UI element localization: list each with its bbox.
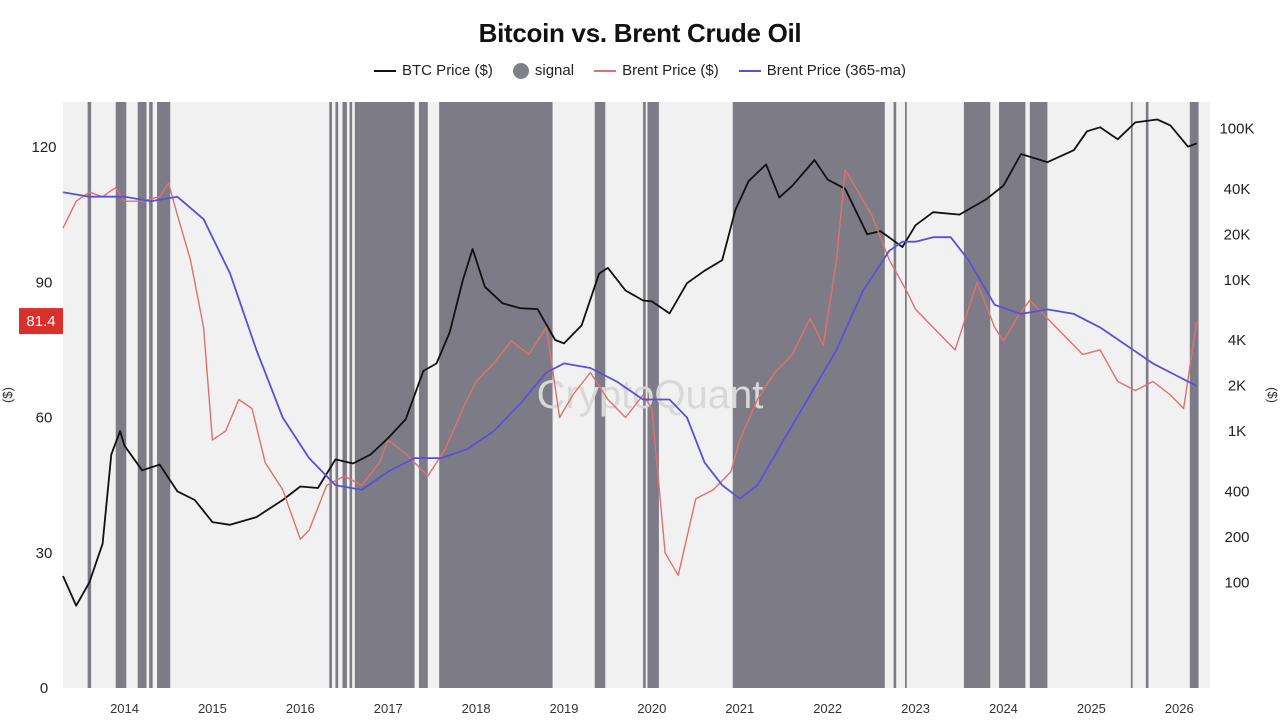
- series-layer: [62, 118, 1198, 607]
- left-tick-label-30: 30: [36, 545, 53, 562]
- signal-bar-4: [157, 102, 171, 688]
- x-tick-label-2018: 2018: [462, 701, 491, 716]
- signal-bar-11: [439, 102, 553, 688]
- right-axis-label: ($): [1265, 387, 1280, 403]
- signal-bar-22: [1145, 102, 1149, 688]
- legend-item-brent-ma[interactable]: Brent Price (365-ma): [738, 62, 906, 79]
- legend-swatch-brent: [594, 69, 617, 72]
- signal-bar-1: [115, 102, 127, 688]
- x-tick-label-2014: 2014: [110, 701, 139, 716]
- x-tick-label-2024: 2024: [989, 701, 1018, 716]
- chart-title: Bitcoin vs. Brent Crude Oil: [478, 18, 802, 48]
- right-axis: 100K 40K 20K 10K 4K 2K 1K 400 200 100: [1219, 121, 1254, 592]
- legend-label-brent-ma: Brent Price (365-ma): [766, 62, 906, 79]
- legend-item-btc[interactable]: BTC Price ($): [374, 62, 493, 79]
- signal-bar-15: [732, 102, 885, 688]
- left-tick-label-0: 0: [40, 680, 48, 697]
- signal-bar-3: [149, 102, 153, 688]
- current-value-badge-bg: [19, 308, 63, 335]
- right-tick-label-400: 400: [1224, 483, 1249, 500]
- x-tick-label-2021: 2021: [725, 701, 754, 716]
- left-tick-label-90: 90: [36, 274, 53, 291]
- right-tick-label-2K: 2K: [1228, 378, 1246, 395]
- x-tick-label-2017: 2017: [374, 701, 403, 716]
- signal-bar-16: [893, 102, 897, 688]
- signal-bar-17: [905, 102, 907, 688]
- signal-bar-12: [594, 102, 606, 688]
- right-tick-label-1K: 1K: [1228, 423, 1246, 440]
- x-tick-label-2020: 2020: [637, 701, 666, 716]
- signal-bar-23: [1189, 102, 1199, 688]
- current-value-badge-text: 81.4: [26, 313, 55, 330]
- signal-bar-19: [999, 102, 1026, 688]
- signal-bar-2: [137, 102, 147, 688]
- x-tick-label-2026: 2026: [1165, 701, 1194, 716]
- legend-label-signal: signal: [534, 62, 575, 79]
- legend-swatch-brent-ma: [738, 69, 761, 72]
- right-tick-label-40K: 40K: [1224, 181, 1251, 198]
- left-tick-label-120: 120: [31, 139, 56, 156]
- signal-bar-8: [349, 102, 353, 688]
- current-value-badge: 81.4: [19, 308, 63, 335]
- signal-bar-21: [1130, 102, 1133, 688]
- btc-price-line: [62, 118, 1198, 607]
- x-tick-label-2023: 2023: [901, 701, 930, 716]
- signal-bar-18: [963, 102, 991, 688]
- x-axis: 2014 2015 2016 2017 2018 2019 2020 2021 2022 2023…: [110, 701, 1194, 716]
- signal-bar-7: [342, 102, 347, 688]
- signal-layer: [87, 102, 1199, 688]
- legend-label-btc: BTC Price ($): [402, 62, 493, 79]
- brent-price-line: [62, 168, 1198, 576]
- signal-bar-6: [335, 102, 339, 688]
- left-axis-label: ($): [0, 387, 15, 403]
- right-tick-label-100K: 100K: [1219, 121, 1254, 138]
- legend-item-signal[interactable]: signal: [512, 62, 575, 79]
- signal-bar-13: [643, 102, 646, 688]
- signal-bar-14: [647, 102, 659, 688]
- right-tick-label-100: 100: [1224, 574, 1249, 591]
- legend-swatch-signal: [512, 62, 529, 79]
- x-tick-label-2019: 2019: [550, 701, 579, 716]
- left-tick-label-60: 60: [36, 410, 53, 427]
- right-tick-label-4K: 4K: [1228, 332, 1246, 349]
- x-tick-label-2015: 2015: [198, 701, 227, 716]
- right-tick-label-20K: 20K: [1224, 226, 1251, 243]
- legend-swatch-btc: [374, 69, 397, 72]
- legend-label-brent: Brent Price ($): [622, 62, 719, 79]
- signal-bar-10: [418, 102, 428, 688]
- x-tick-label-2016: 2016: [286, 701, 315, 716]
- brent-ma-line: [62, 191, 1198, 500]
- watermark: CryptoQuant: [537, 373, 764, 417]
- x-tick-label-2022: 2022: [813, 701, 842, 716]
- legend-item-brent[interactable]: Brent Price ($): [594, 62, 719, 79]
- signal-bar-9: [354, 102, 415, 688]
- signal-bar-20: [1029, 102, 1048, 688]
- legend: BTC Price ($) signal Brent Price ($) Bre…: [0, 62, 1280, 79]
- signal-bar-5: [329, 102, 332, 688]
- signal-bar-0: [87, 102, 92, 688]
- right-tick-label-10K: 10K: [1224, 272, 1251, 289]
- x-tick-label-2025: 2025: [1077, 701, 1106, 716]
- left-axis: 0 30 60 90 120: [31, 139, 56, 697]
- right-tick-label-200: 200: [1224, 529, 1249, 546]
